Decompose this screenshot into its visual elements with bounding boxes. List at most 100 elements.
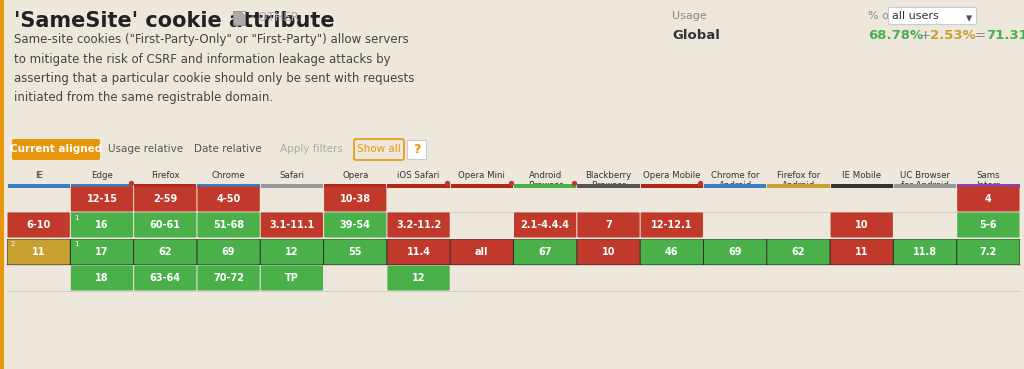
FancyBboxPatch shape [387,266,450,290]
Text: 46: 46 [665,247,679,257]
Text: 6-10: 6-10 [27,220,51,230]
Text: IE Mobile: IE Mobile [842,171,882,180]
Bar [894,184,956,188]
Text: 16: 16 [95,220,109,230]
Text: Sams
Interr: Sams Interr [977,171,1000,190]
Bar [703,184,766,188]
Bar [957,184,1020,188]
Text: 51-68: 51-68 [213,220,244,230]
Text: 'SameSite' cookie attribute: 'SameSite' cookie attribute [14,11,335,31]
Text: 2.1-4.4.4: 2.1-4.4.4 [520,220,569,230]
FancyBboxPatch shape [888,7,976,24]
Text: 12-12.1: 12-12.1 [651,220,692,230]
Text: 4-50: 4-50 [216,194,241,204]
Bar [7,239,1020,265]
Text: 62: 62 [159,247,172,257]
Text: Usage: Usage [672,11,707,21]
FancyBboxPatch shape [354,139,404,160]
Text: 55: 55 [348,247,361,257]
FancyBboxPatch shape [957,213,1020,238]
Text: 71.31%: 71.31% [986,29,1024,42]
Text: - OTHER: - OTHER [250,11,299,24]
Text: 12: 12 [285,247,299,257]
FancyBboxPatch shape [198,213,260,238]
Text: 2: 2 [10,241,15,248]
Bar [71,184,133,188]
Text: 69: 69 [728,247,741,257]
Text: ?: ? [413,143,420,156]
FancyBboxPatch shape [134,186,197,211]
Text: Same-site cookies ("First-Party-Only" or "First-Party") allow servers
to mitigat: Same-site cookies ("First-Party-Only" or… [14,33,415,104]
Text: 4: 4 [985,194,991,204]
Bar [261,184,323,188]
Bar [830,184,893,188]
Bar [134,184,197,188]
Text: 11.8: 11.8 [913,247,937,257]
FancyBboxPatch shape [71,239,133,265]
FancyBboxPatch shape [957,239,1020,265]
Text: 2-59: 2-59 [154,194,177,204]
Text: 70-72: 70-72 [213,273,244,283]
Bar [578,184,640,188]
Bar [198,184,260,188]
Text: Edge: Edge [91,171,113,180]
Bar [0,0,4,369]
Bar [324,184,386,188]
FancyBboxPatch shape [703,239,766,265]
Text: 39-54: 39-54 [340,220,371,230]
FancyBboxPatch shape [767,239,829,265]
Text: 67: 67 [539,247,552,257]
FancyBboxPatch shape [198,239,260,265]
Bar [641,184,702,188]
Text: Android
Browser: Android Browser [527,171,562,190]
FancyBboxPatch shape [830,213,893,238]
Text: 18: 18 [95,273,109,283]
Text: 12-15: 12-15 [86,194,118,204]
FancyBboxPatch shape [233,11,245,25]
Text: 63-64: 63-64 [150,273,181,283]
Text: Blackberry
Browser: Blackberry Browser [586,171,632,190]
Text: Date relative: Date relative [194,145,261,155]
FancyBboxPatch shape [71,213,133,238]
Text: 3.1-11.1: 3.1-11.1 [269,220,314,230]
Text: Chrome: Chrome [212,171,246,180]
FancyBboxPatch shape [198,266,260,290]
FancyBboxPatch shape [12,139,100,160]
Bar [387,184,450,188]
Text: +: + [920,29,931,42]
Text: =: = [975,29,986,42]
Text: 69: 69 [222,247,236,257]
FancyBboxPatch shape [324,186,386,211]
Text: Apply filters: Apply filters [280,145,343,155]
Text: 10-38: 10-38 [340,194,371,204]
FancyBboxPatch shape [894,239,956,265]
FancyBboxPatch shape [514,239,577,265]
Text: all: all [475,247,488,257]
FancyBboxPatch shape [7,239,70,265]
FancyBboxPatch shape [134,266,197,290]
Text: 7.2: 7.2 [980,247,997,257]
Text: 62: 62 [792,247,805,257]
FancyBboxPatch shape [514,213,577,238]
Text: 1: 1 [74,214,78,221]
Text: Global: Global [672,29,720,42]
Text: 5-6: 5-6 [980,220,997,230]
Text: Usage relative: Usage relative [108,145,183,155]
Text: 11.4: 11.4 [407,247,430,257]
Text: Firefox: Firefox [151,171,179,180]
FancyBboxPatch shape [71,186,133,211]
FancyBboxPatch shape [261,266,323,290]
Text: 12: 12 [412,273,425,283]
FancyBboxPatch shape [830,239,893,265]
FancyBboxPatch shape [198,186,260,211]
Polygon shape [240,11,245,16]
Text: iOS Safari: iOS Safari [397,171,439,180]
Bar [514,184,577,188]
FancyBboxPatch shape [134,213,197,238]
Text: UC Browser
for Android: UC Browser for Android [900,171,950,190]
Text: % of: % of [868,11,893,21]
FancyBboxPatch shape [261,213,323,238]
FancyBboxPatch shape [324,239,386,265]
Text: 60-61: 60-61 [150,220,181,230]
Text: IE: IE [35,171,43,180]
